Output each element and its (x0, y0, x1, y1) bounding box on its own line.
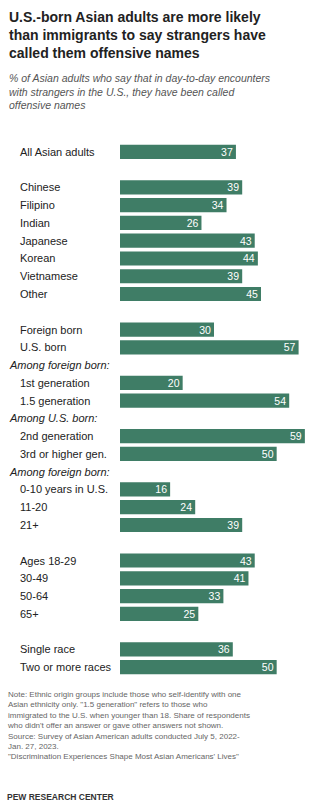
svg-text:20: 20 (168, 377, 180, 389)
svg-text:25: 25 (183, 608, 195, 620)
svg-text:Ages 18-29: Ages 18-29 (20, 555, 76, 567)
svg-text:1.5 generation: 1.5 generation (20, 395, 90, 407)
svg-text:Foreign born: Foreign born (20, 324, 82, 336)
svg-text:Chinese: Chinese (20, 181, 60, 193)
svg-text:54: 54 (274, 395, 286, 407)
svg-text:Other: Other (20, 288, 48, 300)
svg-text:16: 16 (155, 483, 167, 495)
svg-text:All Asian adults: All Asian adults (20, 146, 95, 158)
svg-text:U.S. born: U.S. born (20, 341, 66, 353)
svg-text:24: 24 (180, 501, 192, 513)
svg-text:Korean: Korean (20, 252, 55, 264)
svg-text:Two or more races: Two or more races (20, 661, 112, 673)
svg-text:57: 57 (284, 341, 296, 353)
svg-text:2nd generation: 2nd generation (20, 430, 93, 442)
svg-text:Among foreign born:: Among foreign born: (9, 466, 110, 478)
svg-text:30: 30 (199, 324, 211, 336)
svg-text:44: 44 (243, 252, 255, 264)
svg-text:26: 26 (187, 217, 199, 229)
svg-text:34: 34 (212, 199, 224, 211)
svg-text:0-10 years in U.S.: 0-10 years in U.S. (20, 483, 108, 495)
svg-text:36: 36 (218, 643, 230, 655)
svg-text:43: 43 (240, 555, 252, 567)
svg-text:45: 45 (246, 288, 258, 300)
svg-text:Filipino: Filipino (20, 199, 55, 211)
svg-text:% of Asian adults who say that: % of Asian adults who say that in day-to… (9, 72, 271, 111)
svg-text:Single race: Single race (20, 643, 75, 655)
svg-text:1st generation: 1st generation (20, 377, 90, 389)
svg-text:PEW RESEARCH CENTER: PEW RESEARCH CENTER (7, 792, 114, 802)
svg-text:39: 39 (227, 519, 239, 531)
svg-text:Note: Ethnic origin groups inc: Note: Ethnic origin groups include those… (7, 690, 250, 761)
svg-text:33: 33 (209, 590, 221, 602)
svg-text:11-20: 11-20 (20, 501, 47, 513)
svg-text:3rd or higher gen.: 3rd or higher gen. (20, 448, 107, 460)
svg-text:Among U.S. born:: Among U.S. born: (9, 412, 97, 424)
svg-text:37: 37 (221, 146, 233, 158)
svg-text:39: 39 (227, 270, 239, 282)
svg-text:50: 50 (262, 448, 274, 460)
svg-text:50-64: 50-64 (20, 590, 48, 602)
svg-text:21+: 21+ (20, 519, 39, 531)
svg-text:U.S.-born Asian adults are mor: U.S.-born Asian adults are more likelyth… (9, 9, 266, 61)
svg-text:30-49: 30-49 (20, 572, 48, 584)
svg-text:41: 41 (234, 572, 246, 584)
svg-text:Vietnamese: Vietnamese (20, 270, 78, 282)
svg-text:39: 39 (227, 181, 239, 193)
svg-text:65+: 65+ (20, 608, 39, 620)
svg-text:50: 50 (262, 661, 274, 673)
svg-text:43: 43 (240, 235, 252, 247)
svg-text:Among foreign born:: Among foreign born: (9, 359, 110, 371)
svg-text:59: 59 (290, 430, 302, 442)
svg-text:Indian: Indian (20, 217, 50, 229)
svg-text:Japanese: Japanese (20, 235, 68, 247)
